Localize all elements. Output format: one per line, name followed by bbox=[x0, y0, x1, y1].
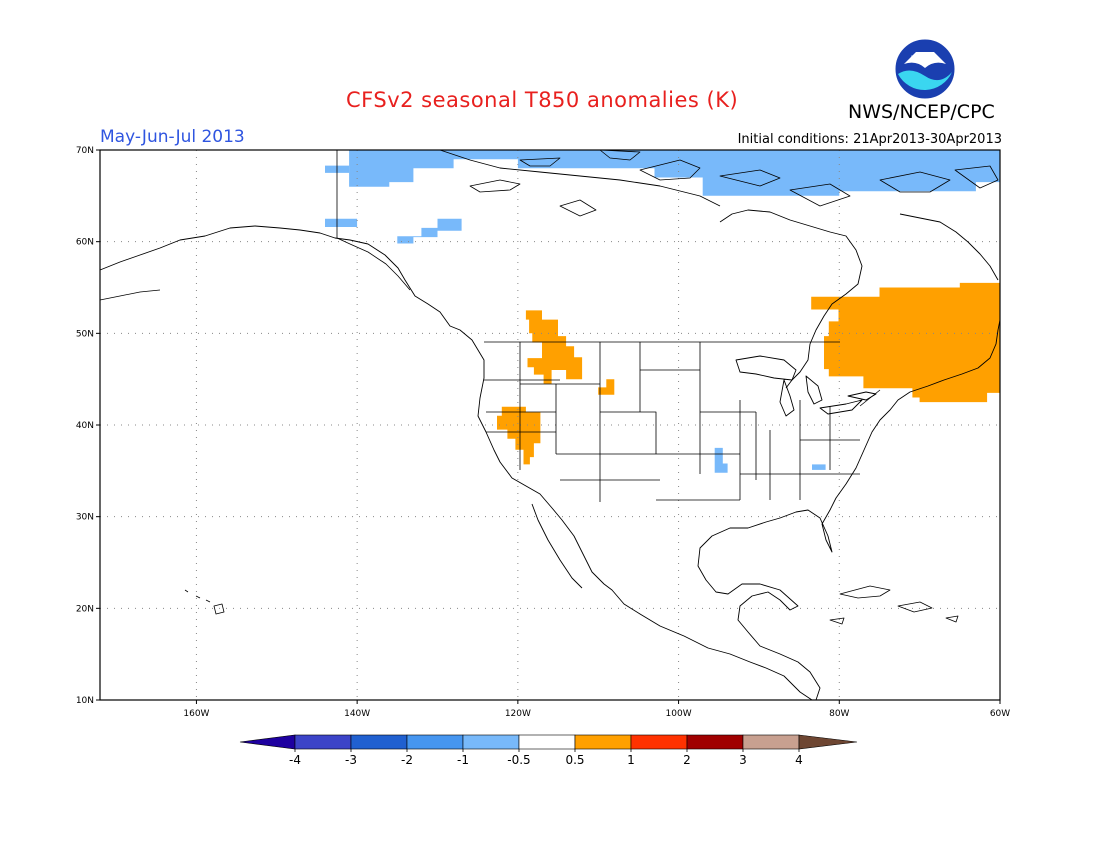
anomaly-region-7 bbox=[598, 379, 615, 395]
colorbar-tick-label: 0.5 bbox=[565, 753, 584, 767]
forecast-period: May-Jun-Jul 2013 bbox=[100, 127, 245, 147]
colorbar-tick-label: -2 bbox=[401, 753, 413, 767]
chart-title: CFSv2 seasonal T850 anomalies (K) bbox=[346, 88, 739, 112]
anomaly-region-5 bbox=[812, 464, 826, 470]
colorbar-segment bbox=[406, 734, 464, 750]
colorbar-segment bbox=[294, 734, 352, 750]
lon-tick-label: 160W bbox=[183, 709, 209, 719]
lat-tick-label: 60N bbox=[76, 238, 94, 248]
lat-tick-label: 30N bbox=[76, 513, 94, 523]
colorbar-segment bbox=[462, 734, 520, 750]
colorbar-low-arrow bbox=[239, 734, 296, 750]
lon-tick-label: 140W bbox=[344, 709, 370, 719]
initial-conditions: Initial conditions: 21Apr2013-30Apr2013 bbox=[737, 132, 1002, 147]
labrador-coastline bbox=[899, 213, 999, 281]
caribbean-islands bbox=[829, 585, 959, 625]
lat-tick-label: 70N bbox=[76, 146, 94, 156]
colorbar-segment bbox=[742, 734, 800, 750]
noaa-logo: NOAA bbox=[894, 38, 956, 100]
gulf-coastline bbox=[697, 319, 1001, 701]
alaska-canada-border bbox=[336, 150, 411, 291]
anomaly-region-0 bbox=[349, 150, 1001, 196]
hudson-bay-coastline bbox=[719, 209, 863, 389]
anomaly-region-8 bbox=[497, 406, 541, 465]
arctic-coastline bbox=[439, 149, 721, 207]
anomaly-region-9 bbox=[811, 282, 1000, 403]
axis-tick-labels: 160W 140W 120W 100W 80W 60W 10N 20N 30N 40N 50N 60N… bbox=[76, 146, 1010, 719]
noaa-logo-text: NOAA bbox=[911, 55, 940, 65]
colorbar-tick-label: 3 bbox=[739, 753, 747, 767]
colorbar-tick-label: 1 bbox=[627, 753, 635, 767]
colorbar-tick-label: 4 bbox=[795, 753, 803, 767]
anomaly-region-4 bbox=[714, 447, 728, 473]
colorbar-segment bbox=[518, 734, 576, 750]
colorbar-tick-label: -0.5 bbox=[507, 753, 530, 767]
colorbar: -4 -3 -2 -1 -0.5 0.5 1 2 3 4 bbox=[239, 734, 858, 767]
lat-tick-label: 20N bbox=[76, 604, 94, 614]
anomaly-region-2 bbox=[325, 218, 358, 227]
lon-tick-label: 100W bbox=[666, 709, 692, 719]
graticule bbox=[100, 150, 1000, 700]
arctic-islands bbox=[469, 149, 999, 217]
colorbar-segment bbox=[686, 734, 744, 750]
aleutian-islands bbox=[99, 289, 161, 301]
great-lakes bbox=[735, 355, 877, 417]
colorbar-tick-label: -3 bbox=[345, 753, 357, 767]
anomaly-region-6 bbox=[525, 310, 583, 384]
map-frame bbox=[99, 149, 1001, 701]
lon-tick-label: 80W bbox=[829, 709, 849, 719]
colorbar-high-arrow bbox=[798, 734, 858, 750]
lon-tick-label: 60W bbox=[990, 709, 1010, 719]
anomaly-region-3 bbox=[397, 218, 462, 244]
colorbar-segment bbox=[350, 734, 408, 750]
lat-tick-label: 50N bbox=[76, 329, 94, 339]
state-borders bbox=[484, 341, 881, 502]
agency-label: NWS/NCEP/CPC bbox=[848, 101, 995, 123]
coastlines bbox=[99, 149, 1001, 701]
colorbar-tick-label: -4 bbox=[289, 753, 301, 767]
colorbar-tick-label: -1 bbox=[457, 753, 469, 767]
colorbar-segment bbox=[630, 734, 688, 750]
hawaii-islands bbox=[184, 589, 225, 615]
north-america-coastline bbox=[99, 225, 813, 701]
colorbar-tick-label: 2 bbox=[683, 753, 691, 767]
lat-tick-label: 10N bbox=[76, 696, 94, 706]
colorbar-segment bbox=[574, 734, 632, 750]
lon-tick-label: 120W bbox=[505, 709, 531, 719]
mexico-pacific-coastline bbox=[531, 503, 583, 589]
anomaly-layer bbox=[325, 150, 1001, 473]
lat-tick-label: 40N bbox=[76, 421, 94, 431]
